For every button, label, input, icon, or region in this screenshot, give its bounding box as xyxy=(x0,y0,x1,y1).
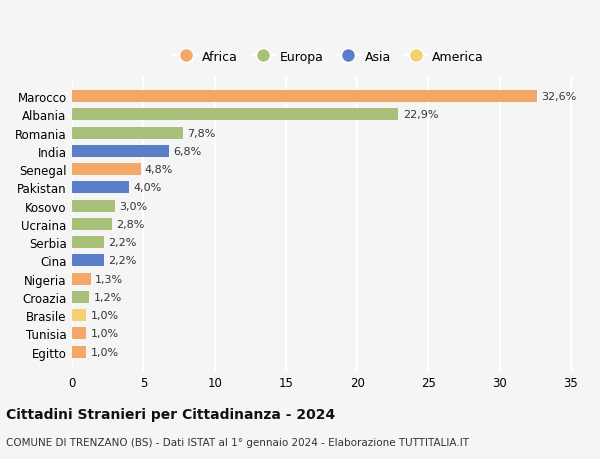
Text: COMUNE DI TRENZANO (BS) - Dati ISTAT al 1° gennaio 2024 - Elaborazione TUTTITALI: COMUNE DI TRENZANO (BS) - Dati ISTAT al … xyxy=(6,437,469,447)
Legend: Africa, Europa, Asia, America: Africa, Europa, Asia, America xyxy=(169,46,489,69)
Text: 1,0%: 1,0% xyxy=(91,329,119,339)
Text: 7,8%: 7,8% xyxy=(188,129,216,138)
Bar xyxy=(72,291,89,303)
Bar xyxy=(72,328,86,340)
Bar xyxy=(72,218,112,230)
Bar xyxy=(72,255,104,267)
Text: 2,8%: 2,8% xyxy=(116,219,145,230)
Text: 1,0%: 1,0% xyxy=(91,347,119,357)
Bar xyxy=(72,273,91,285)
Bar xyxy=(72,146,169,157)
Text: 4,8%: 4,8% xyxy=(145,165,173,175)
Bar xyxy=(72,182,129,194)
Bar xyxy=(72,109,398,121)
Bar xyxy=(72,309,86,321)
Text: 6,8%: 6,8% xyxy=(173,146,202,157)
Bar xyxy=(72,237,104,248)
Bar xyxy=(72,200,115,212)
Text: 1,0%: 1,0% xyxy=(91,310,119,320)
Text: 1,2%: 1,2% xyxy=(94,292,122,302)
Text: 2,2%: 2,2% xyxy=(108,238,136,247)
Text: 2,2%: 2,2% xyxy=(108,256,136,266)
Text: 1,3%: 1,3% xyxy=(95,274,123,284)
Bar xyxy=(72,91,536,103)
Text: Cittadini Stranieri per Cittadinanza - 2024: Cittadini Stranieri per Cittadinanza - 2… xyxy=(6,407,335,421)
Bar xyxy=(72,346,86,358)
Text: 22,9%: 22,9% xyxy=(403,110,438,120)
Text: 4,0%: 4,0% xyxy=(133,183,161,193)
Bar xyxy=(72,128,183,139)
Bar xyxy=(72,164,140,176)
Text: 32,6%: 32,6% xyxy=(541,92,576,102)
Text: 3,0%: 3,0% xyxy=(119,201,148,211)
